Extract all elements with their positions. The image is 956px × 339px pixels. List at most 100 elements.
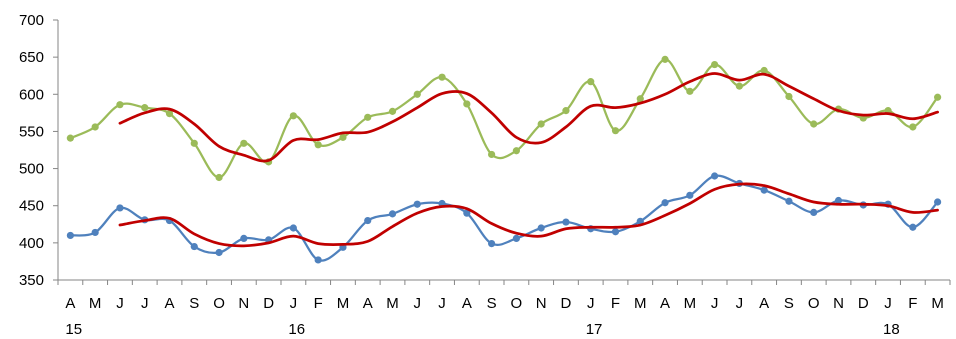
data-point [934,198,942,206]
data-point [364,113,372,121]
data-point [711,60,719,69]
data-point [91,228,99,237]
green-series [66,55,942,182]
y-tick-labels: 350 400 450 500 550 600 650 700 [19,12,44,289]
data-point [611,228,620,236]
data-point [339,133,347,141]
data-point [314,141,322,149]
data-point [66,231,74,240]
y-tick-label: 350 [19,272,44,289]
data-point [66,134,74,142]
data-point [364,216,372,225]
y-tick-label: 600 [19,86,44,103]
x-tick-label: N [536,295,547,312]
x-tick-label: M [684,295,697,312]
data-point [810,120,818,128]
year-label: 16 [288,321,305,338]
data-point [562,107,570,115]
x-tick-label: J [116,295,124,312]
x-tick-label: A [164,295,174,312]
series-line [118,72,939,163]
x-tick-label: F [611,295,620,312]
data-point [934,93,942,101]
data-point [141,104,149,112]
x-tick-label: S [784,295,794,312]
data-point [289,224,297,232]
data-point [215,248,223,257]
data-point [488,240,496,248]
data-point [190,242,198,251]
x-tick-label: J [141,295,149,312]
x-tick-label: M [931,295,944,312]
data-point [463,100,471,108]
data-point [116,101,124,109]
x-tick-label: A [660,295,670,312]
data-point [190,139,198,147]
x-tick-label: J [884,295,892,312]
data-point [611,127,620,135]
data-point [438,73,446,81]
x-tick-label: M [634,295,647,312]
data-point [413,200,421,208]
x-tick-label: M [337,295,350,312]
x-tick-label: A [65,295,75,312]
x-tick-label: A [363,295,373,312]
x-tick-label: D [561,295,572,312]
x-tick-label: N [833,295,844,312]
blue-series [66,172,942,264]
data-point [810,208,818,216]
series-line [69,174,939,262]
data-point [686,191,694,199]
data-point [735,82,743,90]
data-point [711,172,719,180]
year-label: 18 [883,321,900,338]
data-point [240,139,248,147]
axes [53,19,951,285]
data-point [636,95,644,103]
data-point [909,223,917,231]
x-tick-label: D [858,295,869,312]
data-point [562,218,570,226]
data-point [289,112,297,120]
x-tick-label: J [736,295,744,312]
data-point [760,186,768,194]
data-point [91,123,99,131]
data-point [488,150,496,159]
y-tick-label: 700 [19,12,44,29]
data-point [240,234,248,242]
data-point [314,256,322,264]
x-tick-label: O [511,295,523,312]
data-point [785,92,793,101]
data-point [661,199,669,207]
x-tick-label: O [213,295,225,312]
series-line [118,182,939,248]
year-label: 15 [65,321,82,338]
data-point [760,66,768,75]
year-label: 17 [586,321,603,338]
x-tick-label: J [414,295,422,312]
x-tick-labels: A M J J A S O N D J F M A M J J A S O N D J F M A M J J A S O N D J F M15 16… [65,295,943,338]
data-point [587,78,595,86]
data-point [165,110,174,118]
data-point [388,210,397,218]
series-line [69,58,939,179]
data-point [512,147,520,155]
data-point [537,224,545,232]
x-tick-label: J [438,295,446,312]
x-tick-label: M [89,295,102,312]
data-point [909,123,917,131]
data-point [413,90,421,98]
y-tick-label: 500 [19,161,44,178]
x-tick-label: D [263,295,274,312]
data-point [636,217,644,225]
data-point [661,55,669,63]
x-tick-label: A [759,295,769,312]
x-tick-label: F [908,295,917,312]
green-trend-series [118,72,939,163]
data-point [686,87,694,95]
series-group [66,55,942,264]
data-point [215,173,223,182]
y-tick-label: 550 [19,123,44,140]
y-tick-label: 450 [19,198,44,215]
